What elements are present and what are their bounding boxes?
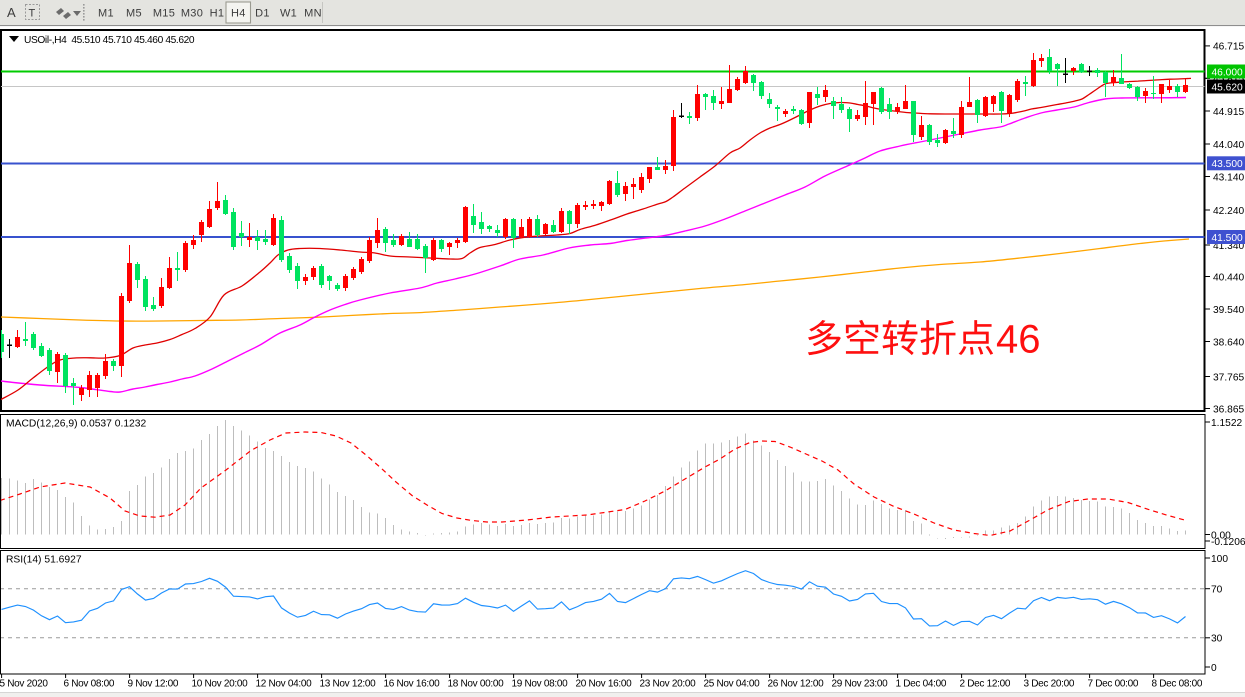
svg-text:M5: M5 bbox=[126, 8, 142, 20]
svg-text:41.500: 41.500 bbox=[1212, 233, 1243, 244]
svg-text:42.240: 42.240 bbox=[1213, 206, 1244, 217]
svg-text:7 Dec 00:00: 7 Dec 00:00 bbox=[1088, 679, 1139, 690]
svg-text:1 Dec 04:00: 1 Dec 04:00 bbox=[896, 679, 947, 690]
svg-text:H4: H4 bbox=[231, 8, 246, 20]
svg-text:20 Nov 16:00: 20 Nov 16:00 bbox=[576, 679, 633, 690]
svg-text:39.540: 39.540 bbox=[1213, 305, 1244, 316]
svg-text:46: 46 bbox=[996, 318, 1041, 362]
svg-text:26 Nov 12:00: 26 Nov 12:00 bbox=[768, 679, 825, 690]
svg-text:44.915: 44.915 bbox=[1213, 107, 1244, 118]
svg-text:46.715: 46.715 bbox=[1213, 42, 1244, 53]
svg-text:8 Dec 08:00: 8 Dec 08:00 bbox=[1152, 679, 1203, 690]
svg-text:29 Nov 23:00: 29 Nov 23:00 bbox=[832, 679, 889, 690]
svg-text:30: 30 bbox=[1211, 634, 1223, 645]
svg-text:45.620: 45.620 bbox=[1212, 82, 1243, 93]
svg-text:USOil-,H4 45.510 45.710 45.46: USOil-,H4 45.510 45.710 45.460 45.620 bbox=[24, 35, 195, 46]
svg-text:D1: D1 bbox=[255, 8, 270, 20]
svg-text:37.765: 37.765 bbox=[1213, 372, 1244, 383]
svg-text:T: T bbox=[29, 8, 36, 20]
svg-text:0.00: 0.00 bbox=[1211, 530, 1231, 541]
svg-text:2 Dec 12:00: 2 Dec 12:00 bbox=[960, 679, 1011, 690]
svg-text:46.000: 46.000 bbox=[1212, 67, 1243, 78]
svg-text:40.440: 40.440 bbox=[1213, 272, 1244, 283]
svg-text:6 Nov 08:00: 6 Nov 08:00 bbox=[64, 679, 115, 690]
svg-text:12 Nov 04:00: 12 Nov 04:00 bbox=[256, 679, 313, 690]
svg-text:100: 100 bbox=[1211, 554, 1228, 565]
svg-text:0: 0 bbox=[1211, 663, 1217, 674]
svg-text:M15: M15 bbox=[153, 8, 175, 20]
svg-text:38.640: 38.640 bbox=[1213, 337, 1244, 348]
svg-text:23 Nov 20:00: 23 Nov 20:00 bbox=[640, 679, 697, 690]
svg-text:RSI(14) 51.6927: RSI(14) 51.6927 bbox=[6, 555, 82, 566]
svg-text:A: A bbox=[7, 5, 16, 20]
svg-text:70: 70 bbox=[1211, 585, 1223, 596]
svg-text:18 Nov 00:00: 18 Nov 00:00 bbox=[448, 679, 505, 690]
svg-text:5 Nov 2020: 5 Nov 2020 bbox=[0, 679, 48, 690]
svg-text:H1: H1 bbox=[210, 8, 225, 20]
svg-text:10 Nov 20:00: 10 Nov 20:00 bbox=[192, 679, 249, 690]
svg-text:M30: M30 bbox=[181, 8, 203, 20]
svg-text:41.340: 41.340 bbox=[1213, 241, 1244, 252]
svg-text:MN: MN bbox=[304, 8, 322, 20]
svg-text:43.500: 43.500 bbox=[1212, 159, 1243, 170]
svg-text:25 Nov 04:00: 25 Nov 04:00 bbox=[704, 679, 761, 690]
svg-text:-0.1206: -0.1206 bbox=[1211, 537, 1245, 548]
svg-text:1.1522: 1.1522 bbox=[1211, 418, 1242, 429]
svg-text:44.040: 44.040 bbox=[1213, 140, 1244, 151]
svg-text:16 Nov 16:00: 16 Nov 16:00 bbox=[384, 679, 441, 690]
svg-text:MACD(12,26,9) 0.0537 0.1232: MACD(12,26,9) 0.0537 0.1232 bbox=[6, 419, 147, 430]
svg-text:W1: W1 bbox=[280, 8, 297, 20]
svg-text:9 Nov 12:00: 9 Nov 12:00 bbox=[128, 679, 179, 690]
svg-text:19 Nov 08:00: 19 Nov 08:00 bbox=[512, 679, 569, 690]
svg-text:M1: M1 bbox=[98, 8, 114, 20]
svg-text:43.140: 43.140 bbox=[1213, 172, 1244, 183]
svg-text:36.865: 36.865 bbox=[1213, 404, 1244, 415]
svg-text:3 Dec 20:00: 3 Dec 20:00 bbox=[1024, 679, 1075, 690]
svg-text:13 Nov 12:00: 13 Nov 12:00 bbox=[320, 679, 377, 690]
